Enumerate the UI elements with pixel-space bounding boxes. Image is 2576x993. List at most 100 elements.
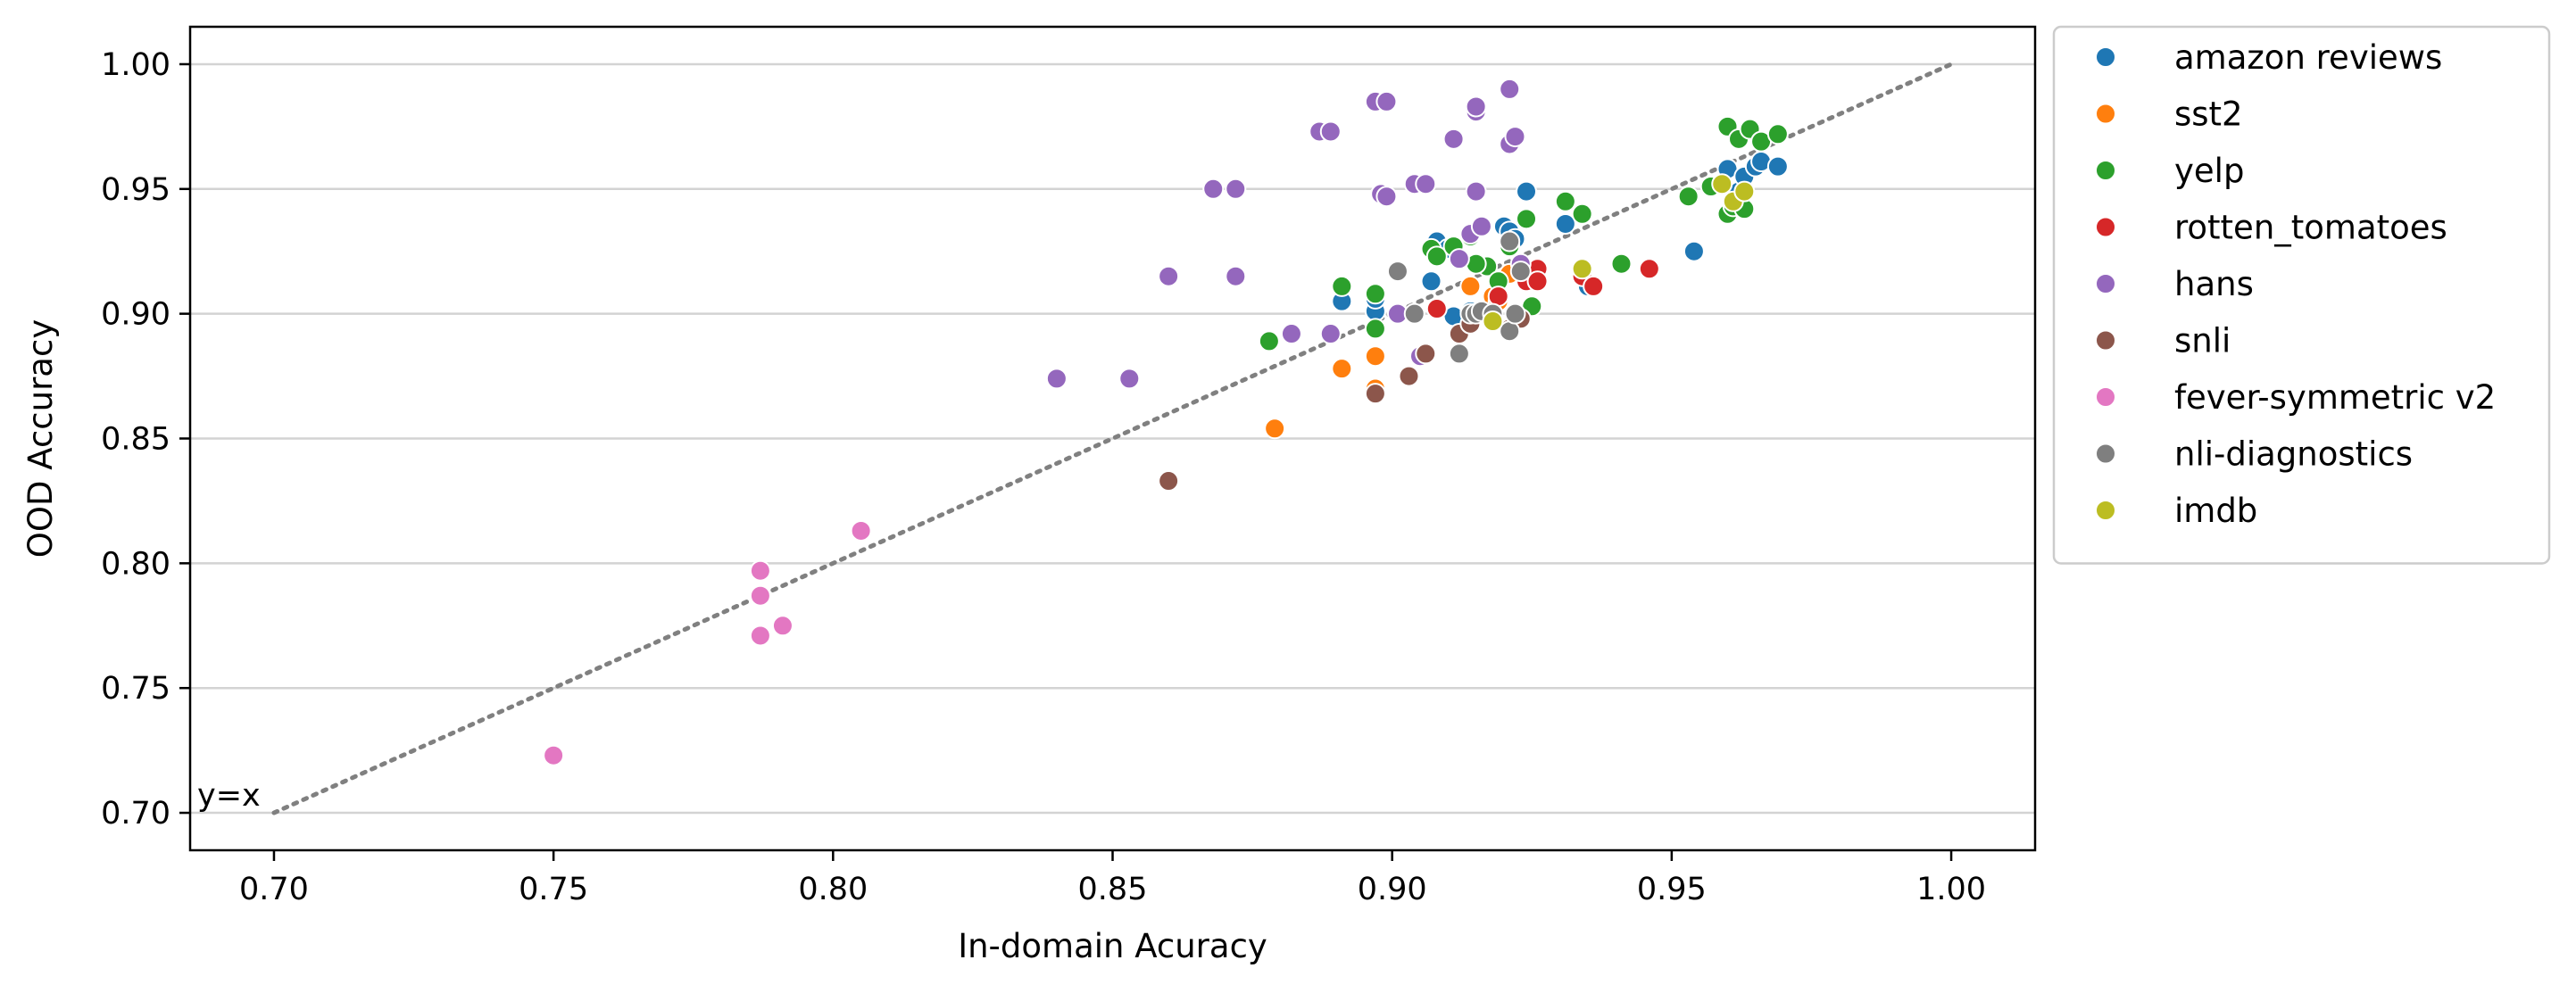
point-hans bbox=[1470, 215, 1492, 237]
point-yelp bbox=[1571, 203, 1593, 225]
point-yelp bbox=[1516, 208, 1538, 230]
point-fever-symmetric-v2 bbox=[749, 625, 771, 647]
y-tick-label: 0.85 bbox=[101, 422, 170, 458]
legend-label-imdb: imdb bbox=[2174, 492, 2257, 530]
point-hans bbox=[1499, 78, 1521, 100]
legend-label-fever-symmetric-v2: fever-symmetric v2 bbox=[2174, 378, 2496, 417]
legend-label-snli: snli bbox=[2174, 322, 2231, 360]
legend-marker-snli bbox=[2095, 329, 2116, 352]
legend-marker-fever-symmetric-v2 bbox=[2095, 386, 2116, 408]
point-hans bbox=[1158, 265, 1180, 287]
point-hans bbox=[1448, 248, 1470, 270]
legend-marker-yelp bbox=[2095, 160, 2116, 181]
point-rotten-tomatoes bbox=[1583, 275, 1605, 297]
point-amazon-reviews bbox=[1766, 155, 1789, 178]
point-fever-symmetric-v2 bbox=[749, 584, 771, 607]
y-equals-x-label: y=x bbox=[197, 778, 261, 814]
x-tick-label: 0.75 bbox=[519, 872, 588, 907]
point-yelp bbox=[1331, 275, 1353, 297]
legend-marker-amazon-reviews bbox=[2095, 46, 2116, 68]
y-tick-label: 0.95 bbox=[101, 172, 170, 208]
x-tick-label: 1.00 bbox=[1916, 872, 1986, 907]
legend: amazon reviews sst2 yelp rotten_tomatoeshan… bbox=[2052, 25, 2551, 565]
point-nli-diagnostics bbox=[1509, 261, 1532, 283]
point-hans bbox=[1504, 126, 1526, 148]
point-amazon-reviews bbox=[1554, 212, 1576, 235]
point-snli bbox=[1415, 343, 1437, 365]
point-hans bbox=[1319, 120, 1342, 143]
point-hans bbox=[1045, 368, 1068, 390]
legend-marker-imdb bbox=[2095, 500, 2116, 521]
y-axis-title: OOD Accuracy bbox=[21, 319, 60, 558]
legend-label-yelp: yelp bbox=[2174, 152, 2244, 190]
point-snli bbox=[1364, 383, 1386, 405]
point-sst2 bbox=[1264, 418, 1286, 440]
point-yelp bbox=[1364, 283, 1386, 305]
legend-label-hans: hans bbox=[2174, 265, 2254, 303]
x-axis-title: In-domain Acuracy bbox=[958, 927, 1267, 965]
point-nli-diagnostics bbox=[1448, 343, 1470, 365]
point-hans bbox=[1118, 368, 1141, 390]
point-hans bbox=[1415, 173, 1437, 195]
point-nli-diagnostics bbox=[1499, 230, 1521, 252]
y-tick-label: 0.80 bbox=[101, 546, 170, 582]
point-hans bbox=[1375, 90, 1398, 112]
y-axis-ticks: 0.70 0.75 0.80 0.85 0.90 0.95 1.00 bbox=[101, 47, 190, 832]
point-imdb bbox=[1482, 310, 1504, 333]
point-hans bbox=[1319, 323, 1342, 345]
data-points bbox=[543, 78, 1789, 766]
point-fever-symmetric-v2 bbox=[850, 519, 872, 542]
x-axis-ticks: 0.70 0.75 0.80 0.85 0.90 0.95 1.00 bbox=[239, 850, 1986, 907]
x-tick-label: 0.70 bbox=[239, 872, 309, 907]
point-amazon-reviews bbox=[1516, 180, 1538, 203]
point-fever-symmetric-v2 bbox=[749, 559, 771, 582]
reference-line-group: y=x bbox=[197, 62, 1954, 815]
legend-marker-nli-diagnostics bbox=[2095, 443, 2116, 465]
x-tick-label: 0.85 bbox=[1078, 872, 1148, 907]
legend-marker-hans bbox=[2095, 273, 2116, 294]
point-amazon-reviews bbox=[1420, 270, 1442, 293]
y-tick-label: 0.90 bbox=[101, 297, 170, 333]
point-nli-diagnostics bbox=[1386, 261, 1408, 283]
point-rotten-tomatoes bbox=[1526, 270, 1549, 293]
legend-label-sst2: sst2 bbox=[2174, 95, 2243, 134]
y-equals-x-line bbox=[271, 62, 1954, 815]
point-rotten-tomatoes bbox=[1425, 298, 1448, 320]
point-sst2 bbox=[1364, 345, 1386, 368]
point-hans bbox=[1225, 178, 1247, 200]
legend-label-rotten-tomatoes: rotten_tomatoes bbox=[2174, 209, 2447, 247]
point-snli bbox=[1398, 365, 1420, 387]
point-hans bbox=[1465, 95, 1487, 118]
point-yelp bbox=[1425, 245, 1448, 268]
point-hans bbox=[1225, 265, 1247, 287]
x-tick-label: 0.90 bbox=[1358, 872, 1427, 907]
y-tick-label: 0.75 bbox=[101, 671, 170, 707]
point-sst2 bbox=[1459, 275, 1482, 297]
legend-label-amazon-reviews: amazon reviews bbox=[2174, 38, 2442, 77]
point-imdb bbox=[1711, 173, 1733, 195]
point-rotten-tomatoes bbox=[1638, 258, 1660, 280]
x-tick-label: 0.95 bbox=[1637, 872, 1707, 907]
point-hans bbox=[1442, 128, 1465, 150]
gridlines bbox=[190, 62, 2035, 815]
point-yelp bbox=[1258, 330, 1280, 352]
point-hans bbox=[1465, 180, 1487, 203]
point-fever-symmetric-v2 bbox=[543, 744, 565, 766]
point-nli-diagnostics bbox=[1403, 302, 1425, 325]
point-yelp bbox=[1364, 318, 1386, 340]
legend-label-nli-diagnostics: nli-diagnostics bbox=[2174, 435, 2413, 474]
point-yelp bbox=[1554, 190, 1576, 212]
legend-marker-rotten-tomatoes bbox=[2095, 216, 2116, 238]
point-sst2 bbox=[1331, 358, 1353, 380]
point-imdb bbox=[1733, 180, 1756, 203]
point-imdb bbox=[1571, 258, 1593, 280]
point-hans bbox=[1280, 323, 1302, 345]
point-yelp bbox=[1766, 123, 1789, 145]
point-nli-diagnostics bbox=[1504, 302, 1526, 325]
point-snli bbox=[1158, 470, 1180, 492]
legend-marker-sst2 bbox=[2095, 103, 2116, 125]
point-hans bbox=[1375, 186, 1398, 208]
legend-frame bbox=[2052, 25, 2551, 565]
x-tick-label: 0.80 bbox=[798, 872, 868, 907]
